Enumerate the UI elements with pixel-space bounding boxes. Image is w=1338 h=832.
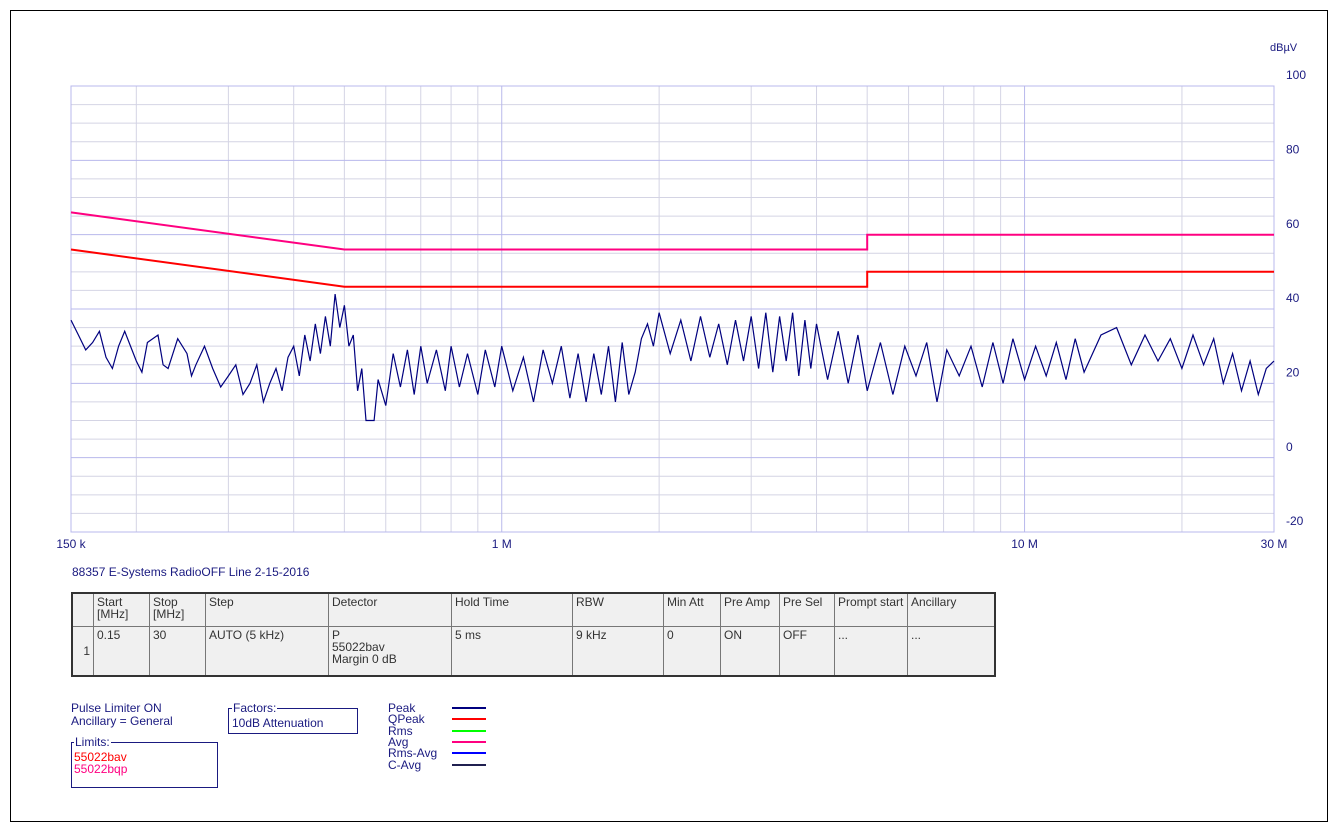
cell: ... bbox=[834, 625, 908, 677]
header-cell: Hold Time bbox=[451, 592, 573, 627]
header-cell: Prompt start bbox=[834, 592, 908, 627]
legend-swatch bbox=[452, 752, 486, 755]
caption: 88357 E-Systems RadioOFF Line 2-15-2016 bbox=[72, 565, 310, 579]
factor: 10dB Attenuation bbox=[232, 716, 324, 730]
legend-swatch bbox=[452, 729, 486, 732]
header-cell: Step bbox=[205, 592, 329, 627]
y-tick-label: 60 bbox=[1286, 217, 1300, 231]
info-text: Ancillary = General bbox=[71, 714, 173, 728]
legend-swatch bbox=[452, 763, 486, 766]
cell: 9 kHz bbox=[572, 625, 664, 677]
legend-swatch bbox=[452, 707, 486, 709]
header-cell bbox=[71, 592, 94, 627]
cell: 1 bbox=[71, 625, 94, 677]
header-cell: Pre Amp bbox=[720, 592, 780, 627]
unit-label: dBµV bbox=[1270, 42, 1298, 54]
cell: P 55022bav Margin 0 dB bbox=[328, 625, 452, 677]
y-tick-label: 20 bbox=[1286, 366, 1300, 380]
cell-line: Margin 0 dB bbox=[332, 651, 397, 666]
plot-border bbox=[70, 85, 1275, 533]
cell: OFF bbox=[779, 625, 835, 677]
header-cell: Min Att bbox=[663, 592, 721, 627]
info-text: Pulse Limiter ON bbox=[71, 701, 162, 715]
limits-title: Limits: bbox=[74, 735, 111, 749]
legend-label: Avg bbox=[388, 734, 409, 749]
y-tick-label: 80 bbox=[1286, 143, 1300, 157]
header-cell: Stop [MHz] bbox=[149, 592, 206, 627]
legend-label: Rms-Avg bbox=[388, 746, 438, 761]
table-row: 1 0.15 30 AUTO (5 kHz) P 55022bav Margin 0 dB 5… bbox=[71, 625, 996, 677]
frame bbox=[10, 10, 1328, 822]
x-tick-label: 1 M bbox=[492, 537, 512, 551]
y-tick-label: 0 bbox=[1286, 440, 1293, 454]
legend-label: QPeak bbox=[388, 712, 425, 727]
cell-line: P bbox=[332, 627, 341, 642]
settings-table: Start [MHz] Stop [MHz] Step Detector Hold Ti… bbox=[71, 592, 996, 677]
cell: 0 bbox=[663, 625, 721, 677]
cell: 5 ms bbox=[451, 625, 573, 677]
legend-label: Peak bbox=[388, 701, 416, 715]
cell: 30 bbox=[149, 625, 206, 677]
x-tick-label: 150 k bbox=[56, 537, 86, 551]
table-header: Start [MHz] Stop [MHz] Step Detector Hold Ti… bbox=[71, 592, 996, 627]
x-tick-label: 30 M bbox=[1261, 537, 1288, 551]
cell: 0.15 bbox=[93, 625, 150, 677]
legend-label: Rms bbox=[388, 723, 413, 738]
series-line bbox=[70, 211, 1274, 251]
y-tick-label: 100 bbox=[1286, 68, 1306, 82]
limit-name: 55022bav bbox=[74, 750, 127, 764]
header-cell: Pre Sel bbox=[779, 592, 835, 627]
cell: ... bbox=[907, 625, 996, 677]
series-line bbox=[70, 248, 1274, 288]
legend-swatch bbox=[452, 718, 486, 721]
limits-box bbox=[71, 742, 218, 788]
header-cell: RBW bbox=[572, 592, 664, 627]
legend-swatch bbox=[452, 740, 486, 743]
x-tick-label: 10 M bbox=[1011, 537, 1038, 551]
header-cell: Detector bbox=[328, 592, 452, 627]
legend-label: C-Avg bbox=[388, 757, 422, 772]
factors-title: Factors: bbox=[232, 701, 278, 715]
cell: ON bbox=[720, 625, 780, 677]
header-cell: Ancillary bbox=[907, 592, 996, 627]
factors-box bbox=[228, 708, 358, 734]
header-cell: Start [MHz] bbox=[93, 592, 150, 627]
y-tick-label: -20 bbox=[1286, 514, 1304, 528]
y-tick-label: 40 bbox=[1286, 291, 1300, 305]
limit-name: 55022bqp bbox=[74, 762, 128, 776]
cell: AUTO (5 kHz) bbox=[205, 625, 329, 677]
series-line bbox=[70, 294, 1275, 422]
cell-line: 55022bav bbox=[332, 639, 385, 654]
